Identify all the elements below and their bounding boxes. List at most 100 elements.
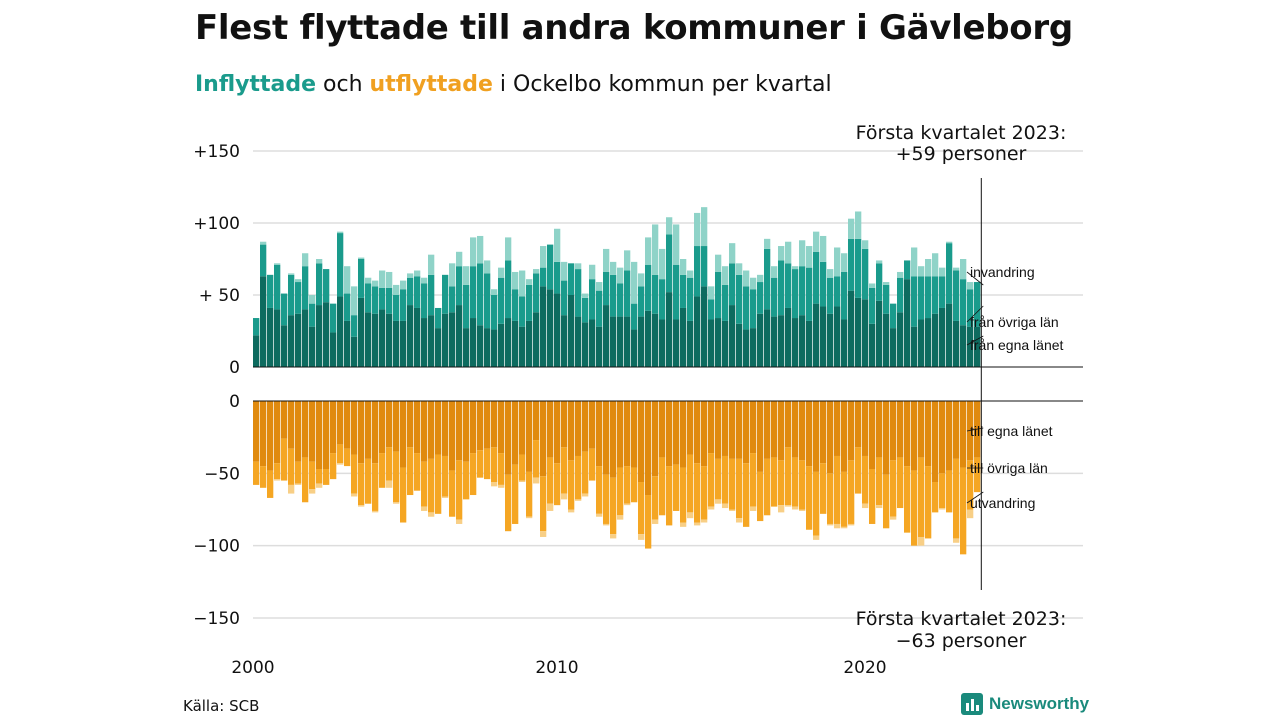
bar-out-0-96 xyxy=(925,401,932,467)
bar-in-0-44 xyxy=(561,315,568,367)
bar-out-0-55 xyxy=(638,401,645,483)
bar-in-1-101 xyxy=(960,279,967,326)
bar-out-1-61 xyxy=(680,467,687,523)
bar-in-0-97 xyxy=(932,313,939,367)
bar-out-0-99 xyxy=(946,401,953,471)
bar-in-1-48 xyxy=(589,279,596,320)
bar-in-0-12 xyxy=(337,296,344,367)
bar-out-2-80 xyxy=(813,535,820,540)
newsworthy-logo-text: Newsworthy xyxy=(989,694,1090,713)
bar-out-1-13 xyxy=(344,448,351,467)
bar-in-1-37 xyxy=(512,289,519,321)
bar-out-1-9 xyxy=(316,468,323,484)
bar-out-1-58 xyxy=(659,457,666,516)
bar-out-2-68 xyxy=(729,509,736,511)
label-out-1: till övriga län xyxy=(970,460,1048,476)
bar-in-2-48 xyxy=(589,264,596,280)
bar-in-2-84 xyxy=(841,253,848,272)
bar-out-1-77 xyxy=(792,457,799,507)
bar-out-2-77 xyxy=(792,506,799,510)
bar-out-1-87 xyxy=(862,455,869,504)
bar-in-1-58 xyxy=(659,279,666,320)
bar-out-2-75 xyxy=(778,505,785,513)
bar-in-2-86 xyxy=(855,211,862,239)
bar-out-0-49 xyxy=(596,401,603,467)
y-tick-top-100: +100 xyxy=(193,214,240,234)
bar-in-2-3 xyxy=(274,263,281,265)
bar-in-1-89 xyxy=(876,263,883,301)
bar-out-0-82 xyxy=(827,401,834,474)
bar-in-2-36 xyxy=(505,237,512,261)
bar-in-1-8 xyxy=(309,303,316,327)
bar-in-1-93 xyxy=(904,260,911,280)
bar-in-1-26 xyxy=(435,307,442,329)
bar-out-1-68 xyxy=(729,458,736,510)
bar-out-0-9 xyxy=(316,401,323,469)
bar-in-0-70 xyxy=(743,329,750,367)
label-in-2: från egna länet xyxy=(970,337,1064,353)
bar-in-0-9 xyxy=(316,305,323,367)
bar-out-1-6 xyxy=(295,461,302,484)
bar-out-2-61 xyxy=(680,522,687,527)
bar-in-1-80 xyxy=(813,251,820,304)
bar-in-0-60 xyxy=(673,319,680,367)
bar-in-2-5 xyxy=(288,273,295,275)
bar-out-1-65 xyxy=(708,453,715,507)
bar-out-0-92 xyxy=(897,401,904,458)
bar-out-0-46 xyxy=(575,401,582,456)
bar-in-0-50 xyxy=(603,305,610,367)
bar-out-2-14 xyxy=(351,493,358,497)
bar-in-0-13 xyxy=(344,320,351,367)
bar-in-0-84 xyxy=(841,319,848,367)
bar-out-1-35 xyxy=(498,453,505,485)
bar-out-2-41 xyxy=(540,531,547,537)
bar-in-1-10 xyxy=(323,269,330,303)
bar-in-1-44 xyxy=(561,280,568,316)
bar-in-1-71 xyxy=(750,289,757,329)
bar-in-2-46 xyxy=(575,263,582,270)
bar-in-1-82 xyxy=(827,277,834,314)
bar-in-0-88 xyxy=(869,323,876,367)
bar-out-1-75 xyxy=(778,460,785,506)
bar-in-0-73 xyxy=(764,309,771,367)
bar-out-1-53 xyxy=(624,466,631,504)
bar-out-2-42 xyxy=(547,503,554,511)
bar-in-1-77 xyxy=(792,269,799,319)
bar-in-0-41 xyxy=(540,286,547,367)
bar-out-1-24 xyxy=(421,461,428,507)
bar-in-1-88 xyxy=(869,287,876,324)
bar-in-1-25 xyxy=(428,274,435,316)
newsworthy-logo-icon xyxy=(961,693,983,715)
bar-out-0-17 xyxy=(372,401,379,464)
bar-out-0-39 xyxy=(526,401,533,472)
bar-in-2-72 xyxy=(757,274,764,283)
bar-out-1-100 xyxy=(953,458,960,539)
bar-in-2-59 xyxy=(666,217,673,235)
bar-in-2-53 xyxy=(624,250,631,271)
bar-in-0-37 xyxy=(512,320,519,367)
bar-in-2-29 xyxy=(456,251,463,267)
bar-out-0-81 xyxy=(820,401,827,464)
bar-out-2-12 xyxy=(337,463,344,465)
bar-out-0-84 xyxy=(841,401,848,472)
bar-out-0-47 xyxy=(582,401,589,452)
bar-in-1-34 xyxy=(491,295,498,330)
chart-title: Flest flyttade till andra kommuner i Gäv… xyxy=(195,8,1073,48)
bar-in-0-45 xyxy=(568,295,575,367)
bar-out-0-60 xyxy=(673,401,680,465)
bar-out-0-0 xyxy=(253,401,260,462)
bar-out-1-34 xyxy=(491,447,498,483)
bar-in-1-103 xyxy=(974,282,981,327)
bar-out-0-8 xyxy=(309,401,316,462)
bar-in-0-78 xyxy=(799,315,806,367)
bar-in-1-35 xyxy=(498,277,505,324)
bar-in-1-3 xyxy=(274,264,281,310)
bar-out-1-25 xyxy=(428,458,435,513)
bar-out-2-19 xyxy=(386,480,393,488)
y-tick-bottom-150: −150 xyxy=(193,609,240,629)
bar-out-1-0 xyxy=(253,461,260,485)
bar-in-2-100 xyxy=(953,267,960,271)
bar-out-0-93 xyxy=(904,401,911,467)
bar-in-0-47 xyxy=(582,322,589,367)
bar-out-0-6 xyxy=(295,401,302,462)
